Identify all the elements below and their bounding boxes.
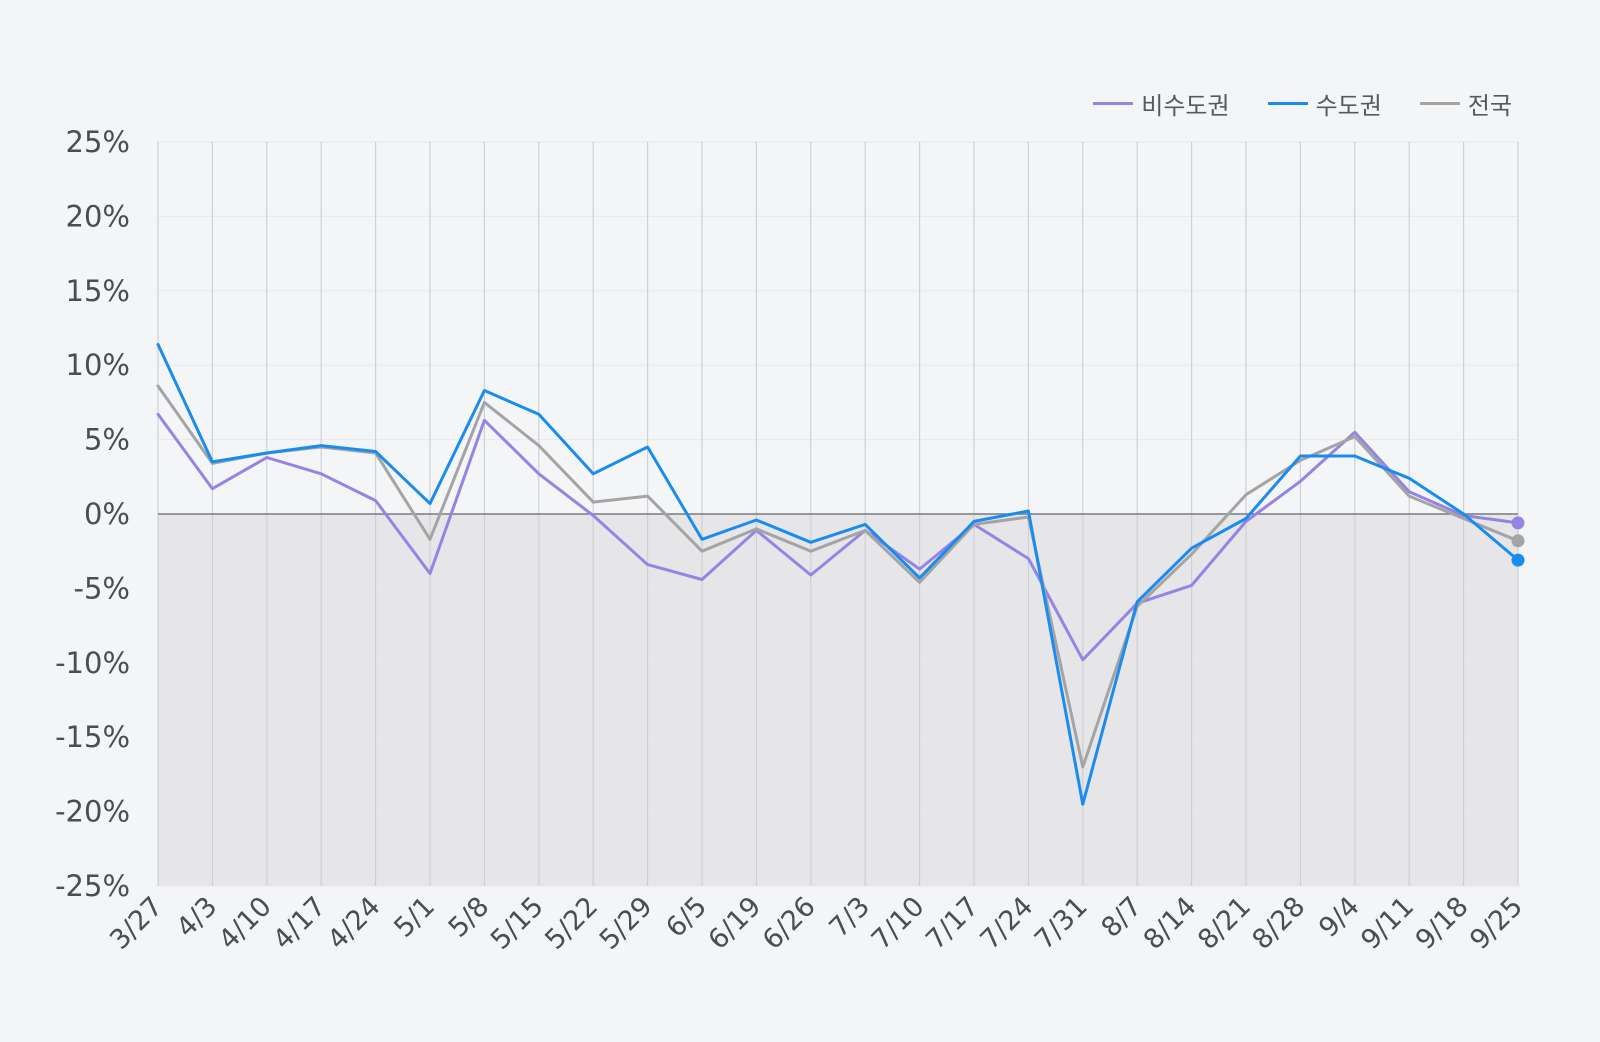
x-tick-label: 4/17 [267, 891, 332, 956]
y-tick-label: -15% [55, 720, 130, 754]
x-tick-label: 7/10 [866, 891, 931, 956]
legend-label: 비수도권 [1141, 92, 1230, 120]
x-tick-label: 8/28 [1247, 891, 1312, 956]
x-tick-label: 9/11 [1355, 891, 1420, 956]
x-tick-label: 5/29 [594, 891, 659, 956]
y-tick-label: 0% [84, 497, 130, 531]
x-tick-label: 5/1 [388, 891, 441, 944]
y-tick-label: -5% [74, 571, 130, 605]
y-tick-label: 10% [66, 348, 130, 382]
series-line-1 [156, 342, 1520, 806]
y-tick-label: 15% [66, 274, 130, 308]
x-tick-label: 4/10 [213, 891, 278, 956]
legend-item[interactable]: 전국 [1419, 86, 1512, 121]
legend-swatch [1267, 102, 1308, 105]
chart-legend: 비수도권 수도권 전국 [1093, 86, 1512, 121]
x-tick-label: 6/19 [703, 891, 768, 956]
x-tick-label: 6/26 [757, 891, 822, 956]
legend-swatch [1419, 102, 1460, 105]
legend-item[interactable]: 수도권 [1267, 86, 1382, 121]
legend-swatch [1093, 102, 1134, 105]
x-tick-label: 7/31 [1029, 891, 1094, 956]
x-tick-label: 9/25 [1464, 891, 1529, 956]
x-tick-label: 7/24 [975, 891, 1040, 956]
y-tick-label: -20% [55, 795, 130, 829]
x-tick-label: 4/24 [322, 891, 387, 956]
y-tick-label: 20% [66, 199, 130, 233]
series-line-0 [156, 412, 1520, 662]
x-tick-label: 9/18 [1410, 891, 1475, 956]
y-tick-label: -10% [55, 646, 130, 680]
x-tick-label: 7/17 [920, 891, 985, 956]
x-tick-label: 5/22 [539, 891, 604, 956]
legend-item[interactable]: 비수도권 [1093, 86, 1230, 121]
y-tick-label: -25% [55, 869, 130, 903]
x-tick-label: 8/21 [1192, 891, 1257, 956]
series-end-point-0 [1511, 516, 1525, 530]
legend-label: 수도권 [1315, 92, 1382, 120]
negative-area-shade [158, 514, 1518, 886]
series-end-point-2 [1511, 534, 1525, 548]
series-end-point-1 [1511, 553, 1525, 567]
y-tick-label: 25% [66, 125, 130, 159]
legend-label: 전국 [1467, 92, 1512, 120]
x-tick-label: 8/14 [1138, 891, 1203, 956]
x-tick-label: 5/15 [485, 891, 550, 956]
y-tick-label: 5% [84, 423, 130, 457]
